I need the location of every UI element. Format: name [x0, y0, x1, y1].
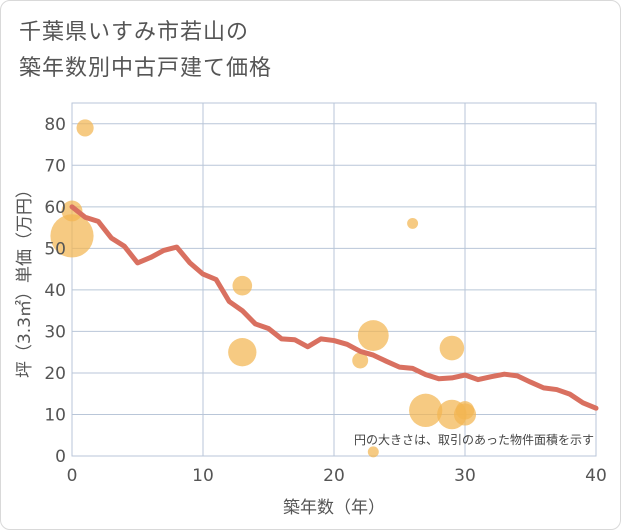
bubble-series	[50, 119, 477, 458]
bubble-point	[455, 401, 475, 420]
x-tick-label: 10	[192, 466, 214, 486]
y-tick-label: 70	[44, 156, 66, 176]
y-axis-label: 坪（3.3㎡）単価（万円）	[15, 181, 35, 378]
bubble-point	[407, 217, 419, 229]
y-tick-label: 80	[44, 115, 66, 135]
y-tick-label: 60	[44, 198, 66, 218]
chart-title-line1: 千葉県いすみ市若山の	[19, 20, 250, 45]
bubble-point	[228, 338, 257, 367]
bubble-point	[352, 352, 369, 369]
bubble-point	[367, 446, 379, 458]
bubble-point	[50, 214, 94, 258]
grid-lines	[71, 103, 597, 457]
x-axis-label: 築年数（年）	[283, 498, 385, 518]
bubble-point	[439, 335, 465, 361]
x-tick-label: 0	[67, 466, 78, 486]
y-tick-label: 0	[55, 447, 66, 467]
y-tick-label: 40	[44, 281, 66, 301]
y-tick-label: 20	[44, 364, 66, 384]
chart-title-line2: 築年数別中古戸建て価格	[19, 56, 273, 81]
x-axis-ticks: 0 10 20 30 40	[67, 466, 607, 486]
bubble-point	[409, 393, 443, 427]
chart-title: 千葉県いすみ市若山の 築年数別中古戸建て価格	[19, 15, 579, 87]
bubble-point	[76, 119, 94, 137]
bubble-point	[357, 320, 389, 351]
x-tick-label: 30	[454, 466, 476, 486]
x-tick-label: 20	[323, 466, 345, 486]
size-legend-note: 円の大きさは、取引のあった物件面積を示す	[354, 432, 594, 447]
bubble-point	[61, 200, 83, 222]
y-axis-ticks: 0 10 20 30 40 50 60 70 80	[44, 115, 66, 467]
y-tick-label: 30	[44, 322, 66, 342]
bubble-point	[232, 275, 253, 296]
x-tick-label: 40	[585, 466, 607, 486]
y-tick-label: 10	[44, 405, 66, 425]
trend-line	[69, 204, 599, 411]
y-tick-label: 50	[44, 239, 66, 259]
